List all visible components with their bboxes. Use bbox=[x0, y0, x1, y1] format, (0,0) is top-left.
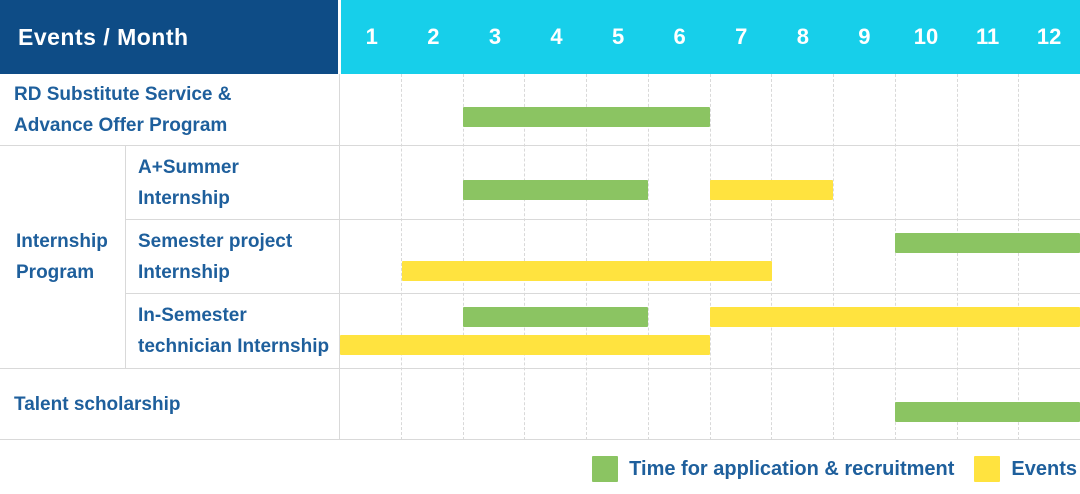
month-label: 2 bbox=[427, 24, 440, 49]
row-label-line: Advance Offer Program bbox=[14, 114, 228, 136]
gantt-row: RD Substitute Service & Advance Offer Pro… bbox=[0, 74, 1080, 146]
bar-application bbox=[463, 180, 649, 200]
row-label: Talent scholarship bbox=[0, 369, 340, 439]
month-label: 3 bbox=[488, 24, 502, 49]
bar-application bbox=[895, 402, 1080, 422]
month-label: 12 bbox=[1036, 24, 1062, 49]
group-label-line: Program bbox=[16, 262, 95, 283]
month-column bbox=[1018, 74, 1080, 440]
bar-application bbox=[463, 307, 649, 327]
month-label: 9 bbox=[858, 24, 871, 49]
month-label: 1 bbox=[365, 24, 378, 49]
month-label: 4 bbox=[550, 24, 563, 49]
month-column bbox=[524, 74, 586, 440]
row-label: RD Substitute Service & Advance Offer Pro… bbox=[0, 74, 340, 145]
month-label: 11 bbox=[975, 24, 1000, 49]
bar-event bbox=[401, 261, 772, 281]
row-label-line: Semester project bbox=[138, 230, 293, 252]
row-label-line: A+Summer bbox=[138, 156, 239, 178]
row-label-line: technician Internship bbox=[138, 336, 330, 357]
row-label-line: Talent scholarship bbox=[14, 393, 181, 415]
row-label: In-Semester technician Internship bbox=[126, 294, 340, 368]
month-column bbox=[956, 74, 1019, 440]
gantt-row: Semester project Internship bbox=[0, 220, 1080, 294]
month-column bbox=[771, 74, 833, 440]
header-month-numbers: 1 2 3 4 5 6 7 8 9 10 11 12 bbox=[341, 0, 1080, 74]
group-cell-internship-program: Internship Program bbox=[0, 146, 126, 369]
legend-label: Events bbox=[1011, 457, 1077, 480]
gantt-row: Talent scholarship bbox=[0, 369, 1080, 440]
month-column bbox=[833, 74, 895, 440]
row-label-line: RD Substitute Service & bbox=[14, 83, 232, 105]
row-label-line: Internship bbox=[138, 261, 230, 283]
row-label-line: In-Semester bbox=[138, 305, 247, 326]
month-column bbox=[894, 74, 957, 440]
bar-event bbox=[340, 335, 710, 355]
group-label-line: Internship bbox=[16, 231, 108, 252]
month-column bbox=[709, 74, 772, 440]
gantt-row: A+Summer Internship bbox=[0, 146, 1080, 220]
gantt-row: In-Semester technician Internship bbox=[0, 294, 1080, 369]
legend-swatch-application-icon bbox=[592, 456, 619, 482]
legend: Time for application & recruitment Events bbox=[592, 456, 1077, 482]
row-label: A+Summer Internship bbox=[126, 146, 340, 219]
month-column bbox=[647, 74, 710, 440]
bar-event bbox=[710, 307, 1080, 327]
page-title: Events / Month bbox=[18, 23, 189, 50]
month-column bbox=[462, 74, 525, 440]
header-events-month-cell: Events / Month bbox=[0, 0, 338, 74]
month-label: 7 bbox=[735, 24, 748, 49]
month-column bbox=[400, 74, 463, 440]
month-grid bbox=[340, 74, 1080, 440]
legend-label: Time for application & recruitment bbox=[629, 457, 955, 480]
bar-event bbox=[710, 180, 834, 200]
legend-item-event: Events bbox=[974, 456, 1077, 482]
month-label: 6 bbox=[673, 24, 686, 49]
month-label: 10 bbox=[913, 24, 939, 49]
row-label: Semester project Internship bbox=[126, 220, 340, 293]
legend-swatch-event-icon bbox=[974, 456, 1001, 482]
bar-application bbox=[895, 233, 1080, 253]
month-label: 5 bbox=[611, 24, 625, 49]
month-column bbox=[586, 74, 648, 440]
legend-item-application: Time for application & recruitment bbox=[592, 456, 954, 482]
row-label-line: Internship bbox=[138, 187, 230, 209]
month-label: 8 bbox=[796, 24, 809, 49]
bar-application bbox=[463, 107, 710, 127]
